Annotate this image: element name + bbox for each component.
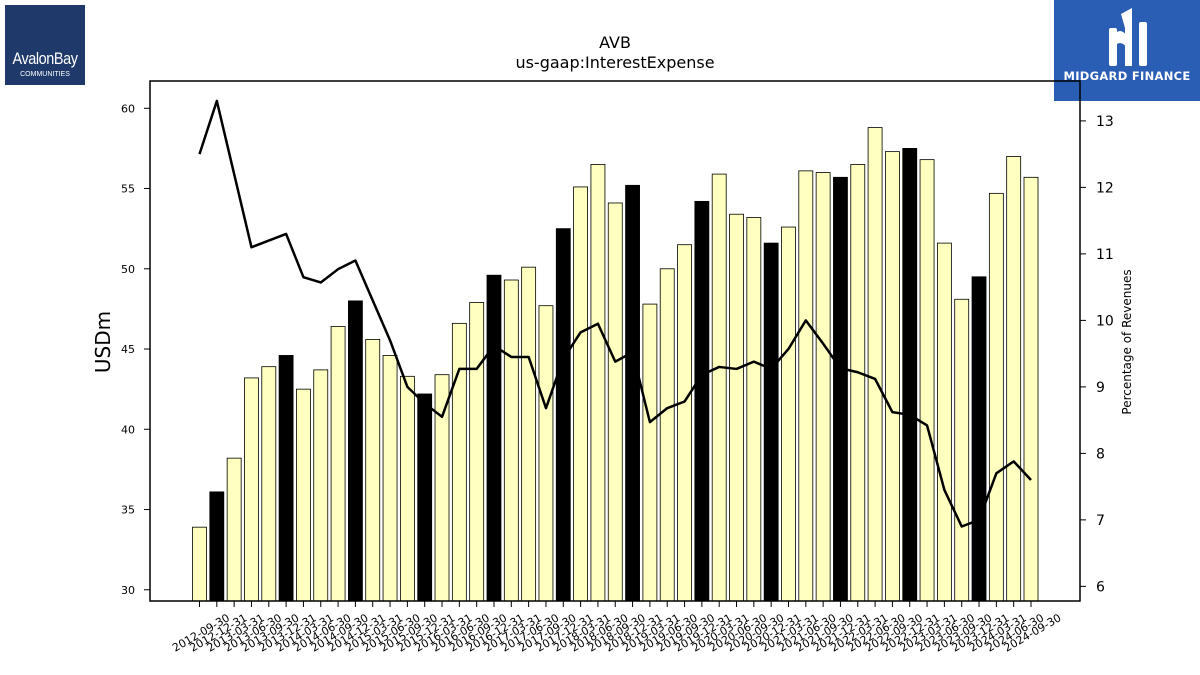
- bar-2015-09-30: [399, 375, 415, 602]
- bar-2015-12-31: [417, 393, 433, 602]
- bar-2014-03-31: [296, 388, 311, 602]
- midgard-m-icon: [1109, 8, 1147, 66]
- y-axis-ticks: 30 35 40 45 50 55 60: [121, 102, 150, 597]
- bar-2013-03-31: [226, 457, 242, 602]
- bar-2012-09-30: [192, 526, 207, 602]
- chart-title: AVB: [599, 33, 631, 52]
- percentage-line: [198, 99, 1032, 528]
- bar-2023-06-30: [936, 242, 952, 602]
- x-axis-ticks: 2012-09-302012-12-312013-03-312013-06-30…: [170, 601, 1064, 655]
- bar-2012-12-31: [209, 491, 225, 602]
- y2-tick-label: 11: [1096, 247, 1114, 263]
- bar-2019-12-31: [694, 200, 710, 602]
- bar-2013-12-31: [278, 355, 294, 602]
- bar-2019-06-30: [659, 268, 675, 602]
- bar-2017-12-31: [555, 228, 571, 602]
- bar-2023-03-31: [919, 159, 935, 602]
- bar-2022-12-31: [902, 148, 918, 602]
- bar-2024-03-31: [988, 192, 1004, 602]
- bar-2013-09-30: [261, 366, 277, 602]
- midgard-finance-logo: MIDGARD FINANCE: [1054, 0, 1200, 101]
- y2-tick-label: 7: [1096, 513, 1105, 529]
- y2-tick-label: 8: [1096, 446, 1105, 462]
- bar-2017-09-30: [538, 305, 554, 602]
- midgard-finance-name: MIDGARD FINANCE: [1063, 69, 1191, 83]
- avalonbay-logo-name: AvalonBay: [12, 49, 78, 68]
- y2-tick-label: 12: [1096, 180, 1114, 196]
- y-tick-label: 60: [121, 102, 135, 115]
- bar-2014-09-30: [330, 326, 346, 602]
- avalonbay-logo-subtitle: COMMUNITIES: [20, 71, 70, 78]
- bar-2023-09-30: [954, 298, 970, 602]
- bar-2021-12-31: [833, 176, 848, 602]
- y2-tick-label: 13: [1096, 114, 1114, 130]
- bar-2024-09-30: [1023, 176, 1039, 602]
- y2-tick-label: 6: [1096, 579, 1105, 595]
- y-tick-label: 50: [121, 263, 135, 276]
- y-tick-label: 45: [121, 343, 135, 356]
- bar-2023-12-31: [971, 276, 987, 602]
- bar-2020-09-30: [746, 217, 762, 602]
- bar-2021-06-30: [798, 170, 814, 602]
- y-tick-label: 55: [121, 183, 135, 196]
- bar-2018-03-31: [573, 186, 588, 602]
- avalonbay-logo: AvalonBay COMMUNITIES: [5, 5, 85, 85]
- y-tick-label: 40: [121, 423, 135, 436]
- y-tick-label: 35: [121, 504, 135, 517]
- line-series: [198, 99, 1032, 528]
- bar-series: [192, 127, 1039, 602]
- bar-2022-06-30: [867, 127, 883, 602]
- bar-2016-03-31: [434, 374, 450, 602]
- bar-2021-09-30: [815, 172, 831, 602]
- plot-frame: [149, 80, 1081, 602]
- bar-2020-03-31: [711, 173, 727, 602]
- y2-axis-label: Percentage of Revenues: [1120, 269, 1134, 414]
- bar-2018-12-31: [625, 184, 640, 602]
- bar-2015-03-31: [365, 338, 381, 602]
- bar-2020-06-30: [729, 213, 744, 602]
- bar-2017-06-30: [521, 266, 537, 602]
- y2-axis-ticks: 6 7 8 9 10 11 12 13: [1080, 114, 1114, 595]
- bar-2016-06-30: [451, 322, 467, 602]
- bar-2019-09-30: [677, 244, 692, 602]
- bar-2019-03-31: [642, 303, 658, 602]
- y-axis-label: USDm: [91, 311, 115, 373]
- bar-2018-09-30: [607, 202, 623, 602]
- y2-tick-label: 10: [1096, 313, 1114, 329]
- bar-2014-06-30: [313, 369, 329, 602]
- bar-2022-09-30: [885, 151, 900, 602]
- bar-2022-03-31: [850, 164, 866, 602]
- y-tick-label: 30: [121, 584, 135, 597]
- bar-2013-06-30: [244, 377, 259, 602]
- bar-2016-12-31: [486, 274, 502, 602]
- bar-2018-06-30: [590, 164, 606, 602]
- bar-2015-06-30: [382, 355, 398, 602]
- chart-subtitle: us-gaap:InterestExpense: [515, 53, 714, 72]
- bar-2014-12-31: [348, 300, 363, 602]
- bar-2024-06-30: [1006, 156, 1022, 602]
- bar-2021-03-31: [781, 226, 796, 602]
- bar-2017-03-31: [503, 279, 519, 602]
- y2-tick-label: 9: [1096, 380, 1105, 396]
- bar-2016-09-30: [469, 302, 485, 602]
- bar-2020-12-31: [763, 242, 779, 602]
